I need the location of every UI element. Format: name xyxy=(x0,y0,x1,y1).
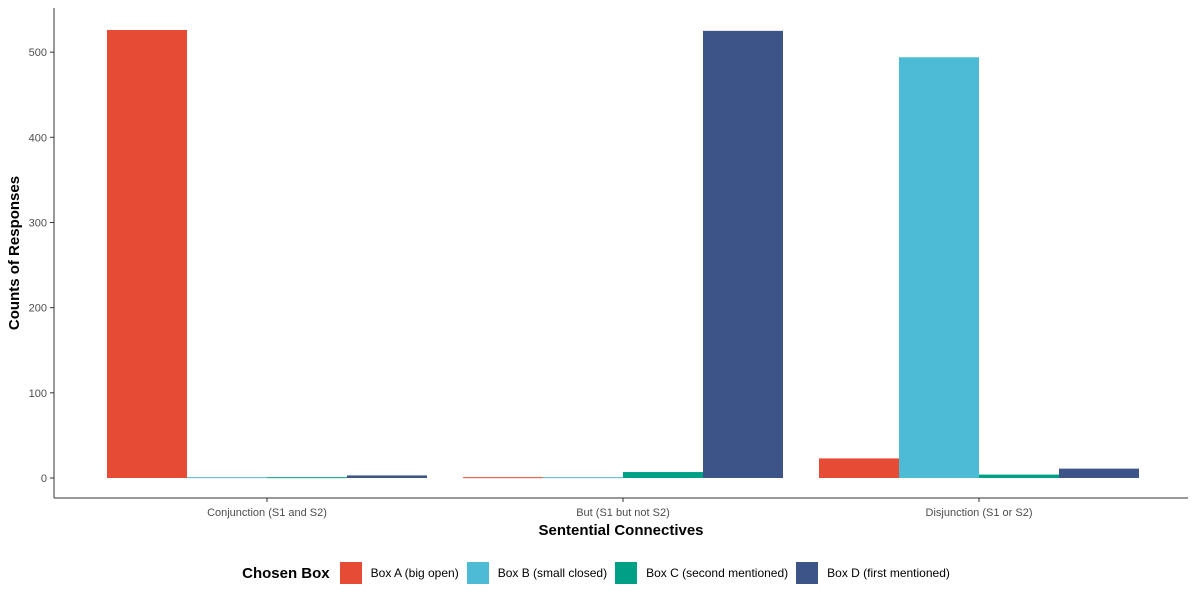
legend-label-box-c: Box C (second mentioned) xyxy=(646,566,789,580)
legend-item-box-b: Box B (small closed) xyxy=(466,562,608,584)
legend-label-box-d: Box D (first mentioned) xyxy=(827,566,950,580)
x-tick-label: Conjunction (S1 and S2) xyxy=(207,507,327,519)
bar-2-1 xyxy=(899,57,979,478)
bar-1-0 xyxy=(463,477,543,479)
x-axis-title: Sentential Connectives xyxy=(538,522,703,539)
bar-1-2 xyxy=(623,472,703,478)
bars-layer xyxy=(107,30,1139,479)
legend-item-box-a: Box A (big open) xyxy=(339,562,459,584)
bar-0-2 xyxy=(267,477,347,479)
y-tick-label: 300 xyxy=(29,217,47,229)
legend-item-box-c: Box C (second mentioned) xyxy=(615,562,788,584)
bar-1-3 xyxy=(703,30,783,478)
legend-key-box-b xyxy=(466,562,489,584)
y-ticks: 0 100 200 300 400 500 xyxy=(29,47,54,485)
x-tick-label: Disjunction (S1 or S2) xyxy=(926,507,1033,519)
bar-2-2 xyxy=(979,474,1059,478)
y-tick-label: 100 xyxy=(29,388,47,400)
x-ticks: Conjunction (S1 and S2) But (S1 but not S… xyxy=(207,498,1033,519)
legend-label-box-a: Box A (big open) xyxy=(370,566,459,580)
bar-0-0 xyxy=(107,30,187,478)
bar-2-0 xyxy=(819,458,899,478)
bar-1-1 xyxy=(543,477,623,479)
legend-key-box-d xyxy=(796,562,819,584)
legend-item-box-d: Box D (first mentioned) xyxy=(796,562,950,584)
legend-key-box-a xyxy=(339,562,362,584)
y-tick-label: 400 xyxy=(29,132,47,144)
bar-chart: 0 100 200 300 400 500 Conjunction (S1 and S2)… xyxy=(6,8,1188,539)
y-tick-label: 500 xyxy=(29,47,47,59)
x-tick-label: But (S1 but not S2) xyxy=(576,507,670,519)
y-axis-title: Counts of Responses xyxy=(6,176,23,330)
bar-0-1 xyxy=(187,477,267,479)
legend-key-box-c xyxy=(615,562,638,584)
bar-0-3 xyxy=(347,475,427,478)
y-tick-label: 0 xyxy=(41,473,47,485)
legend-label-box-b: Box B (small closed) xyxy=(497,566,608,580)
legend-title: Chosen Box xyxy=(242,564,330,582)
legend: Chosen Box Box A (big open) Box B (small… xyxy=(0,558,1200,588)
bar-2-3 xyxy=(1059,468,1139,478)
y-tick-label: 200 xyxy=(29,303,47,315)
